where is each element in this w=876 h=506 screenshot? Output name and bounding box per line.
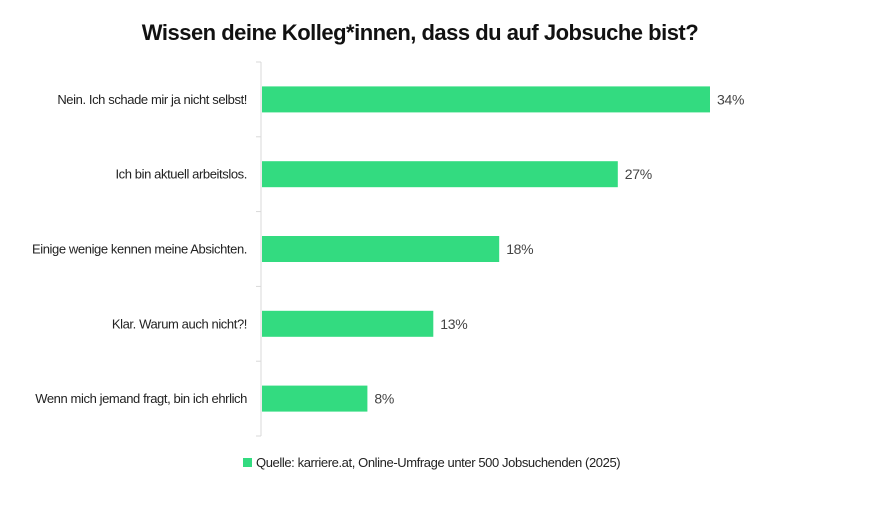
category-labels: Nein. Ich schade mir ja nicht selbst! Ich… bbox=[32, 92, 248, 406]
bar bbox=[262, 236, 500, 262]
data-label: 34% bbox=[717, 91, 744, 107]
chart-title: Wissen deine Kolleg*innen, dass du auf J… bbox=[142, 20, 698, 45]
legend-label: Quelle: karriere.at, Online-Umfrage unte… bbox=[256, 455, 620, 470]
category-label: Nein. Ich schade mir ja nicht selbst! bbox=[57, 92, 247, 107]
bar bbox=[262, 161, 618, 188]
bar bbox=[262, 310, 434, 337]
legend: Quelle: karriere.at, Online-Umfrage unte… bbox=[243, 455, 621, 470]
category-label: Klar. Warum auch nicht?! bbox=[112, 316, 247, 331]
data-label: 27% bbox=[625, 166, 652, 182]
bars bbox=[262, 86, 710, 412]
category-axis bbox=[256, 61, 262, 437]
value-labels: 34% 27% 18% 13% 8% bbox=[374, 91, 744, 406]
data-label: 18% bbox=[506, 241, 533, 257]
data-label: 8% bbox=[374, 391, 394, 407]
legend-swatch bbox=[243, 458, 252, 467]
category-label: Wenn mich jemand fragt, bin ich ehrlich bbox=[35, 391, 247, 406]
bar bbox=[262, 86, 710, 113]
category-label: Einige wenige kennen meine Absichten. bbox=[32, 242, 247, 257]
data-label: 13% bbox=[440, 316, 467, 332]
bar bbox=[262, 385, 368, 412]
category-label: Ich bin aktuell arbeitslos. bbox=[115, 167, 247, 182]
